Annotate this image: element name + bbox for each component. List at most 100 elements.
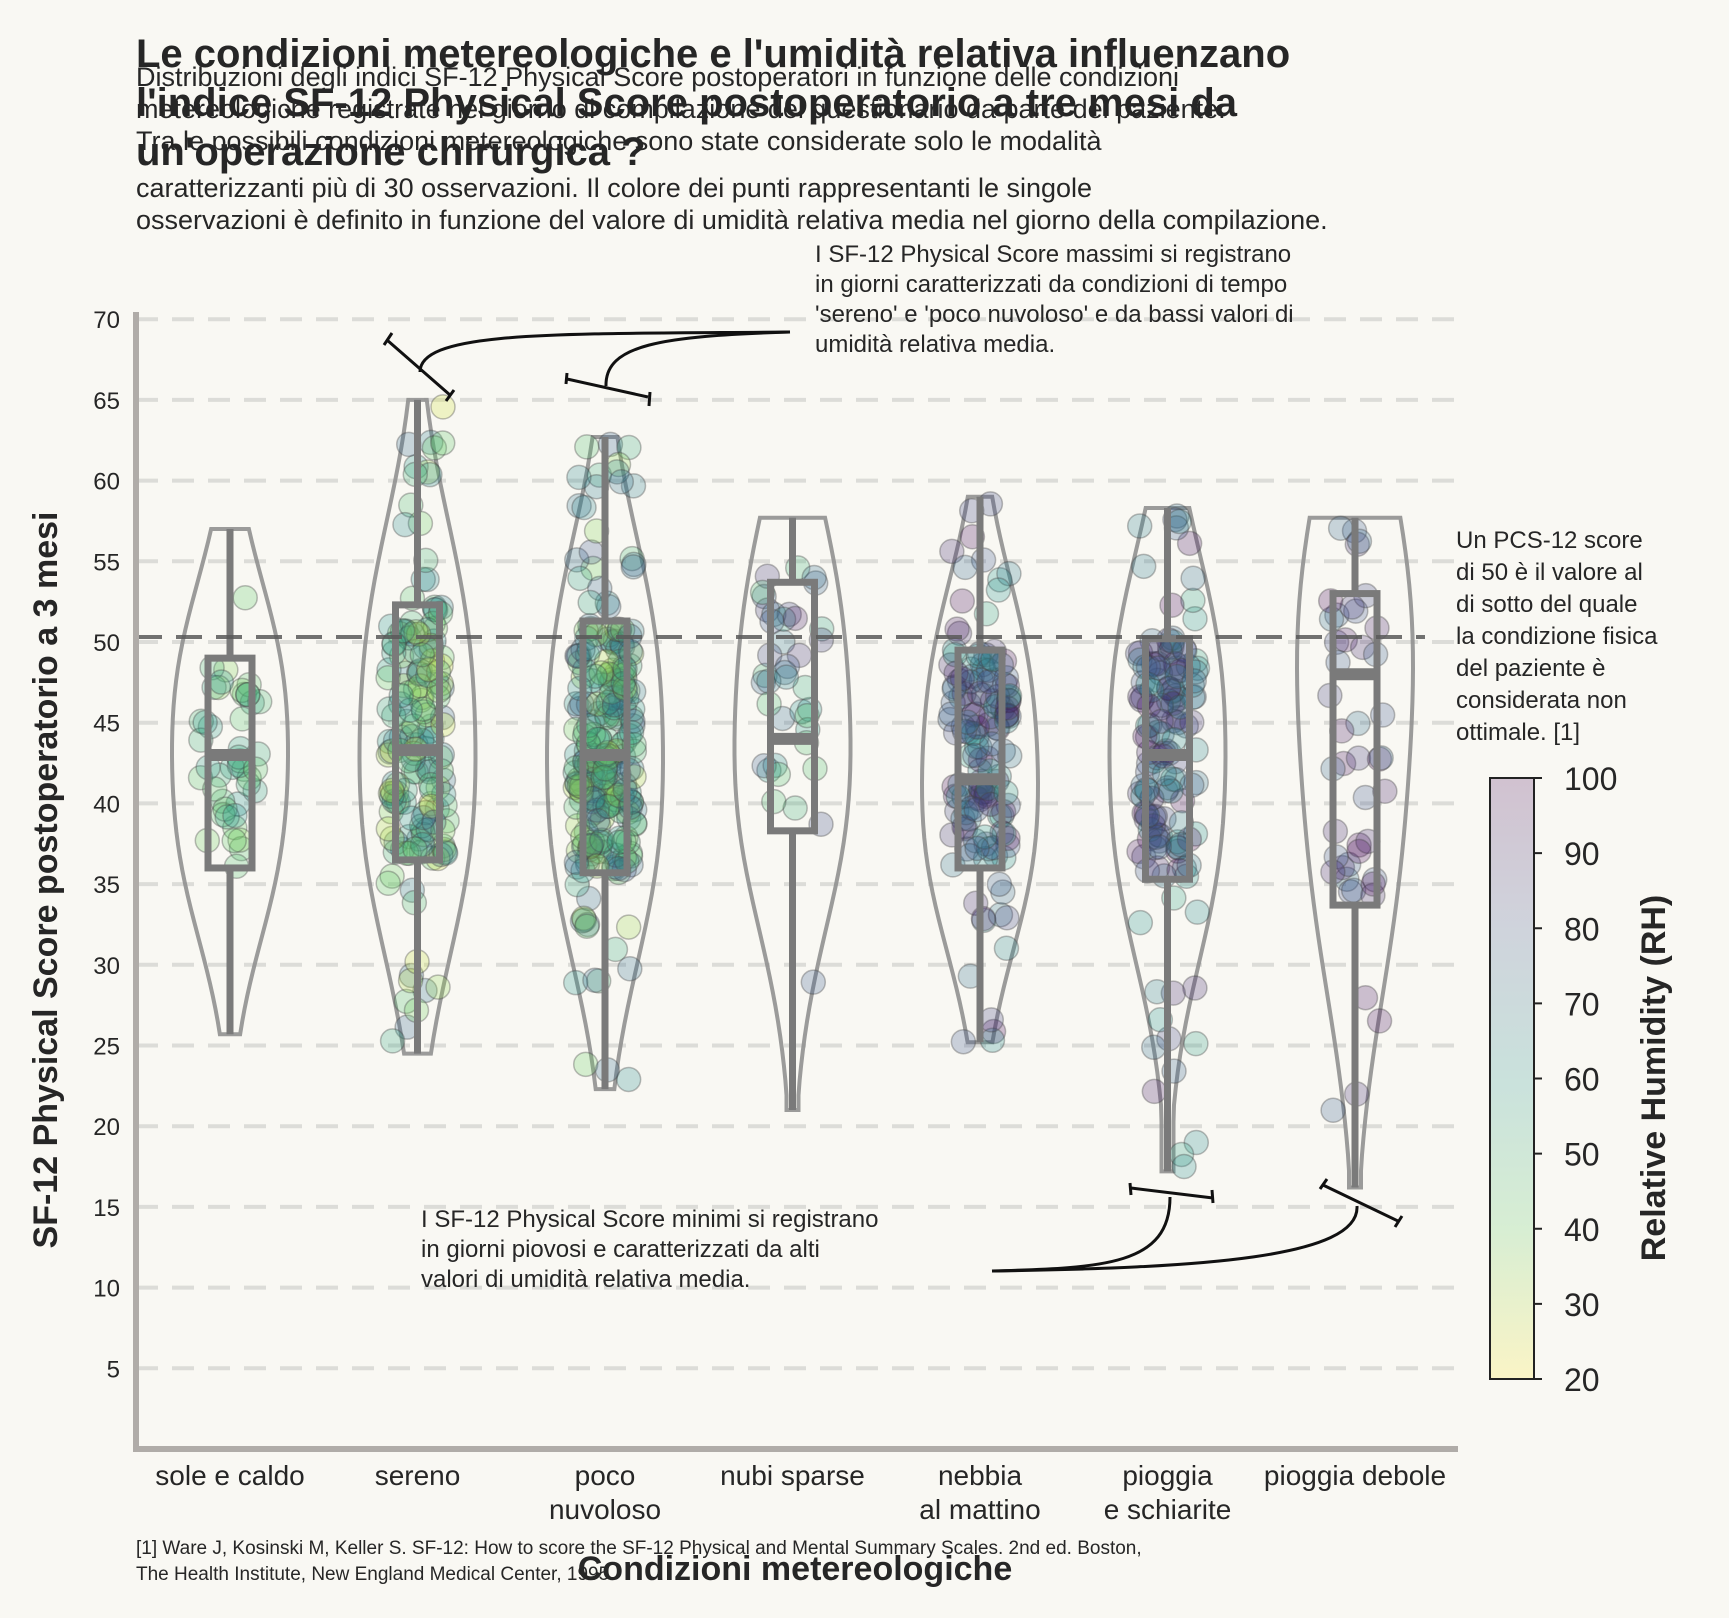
observation-point	[619, 545, 645, 572]
chart-subtitle: Distribuzioni degli indici SF-12 Physica…	[136, 62, 1328, 235]
x-tick-label: pioggia debole	[1264, 1460, 1446, 1491]
y-tick-label: 55	[93, 549, 120, 576]
observation-point	[970, 682, 997, 708]
observation-point	[1154, 774, 1181, 801]
observation-point	[588, 660, 614, 686]
colorbar	[1490, 778, 1534, 1379]
observation-point	[425, 974, 451, 1000]
colorbar-tick-label: 60	[1564, 1062, 1600, 1098]
observation-point	[590, 764, 617, 791]
observation-point	[208, 669, 235, 695]
observation-point	[406, 659, 432, 686]
y-tick-label: 30	[93, 953, 120, 980]
y-axis-label: SF-12 Physical Score postoperatorio a 3 …	[27, 512, 65, 1249]
box-iqr	[579, 617, 631, 877]
observation-point	[1346, 528, 1373, 555]
observation-point	[1126, 513, 1153, 539]
observation-point	[618, 719, 645, 746]
observation-point	[620, 554, 646, 580]
observation-point	[429, 430, 456, 456]
observation-point	[985, 577, 1012, 603]
observation-point	[407, 673, 433, 699]
annotation-bottom-bracket-pioggia-debole	[1318, 1178, 1404, 1228]
observation-point	[567, 565, 593, 592]
observation-point	[592, 692, 619, 718]
observation-point	[1148, 692, 1175, 718]
x-tick-label-line: nuvoloso	[549, 1494, 661, 1525]
box-iqr	[392, 601, 443, 864]
observation-point	[232, 585, 258, 611]
observation-point	[800, 969, 827, 995]
observation-point	[392, 511, 418, 538]
colorbar-tick-label: 50	[1564, 1137, 1600, 1173]
observation-point	[571, 905, 597, 932]
observation-point	[411, 699, 437, 725]
observation-point	[964, 723, 990, 750]
observation-point	[589, 766, 616, 793]
annotation-threshold-line: Un PCS-12 score	[1456, 527, 1643, 554]
colorbar-tick-label: 80	[1564, 911, 1600, 947]
x-tick-label-line: al mattino	[919, 1494, 1040, 1525]
observation-point	[1181, 668, 1207, 694]
annotation-bottom: I SF-12 Physical Score minimi si registr…	[421, 1206, 885, 1293]
observation-point	[574, 434, 600, 460]
x-tick-label: nebbia al mattino	[919, 1460, 1040, 1525]
violin-outline	[919, 494, 1041, 1045]
observation-point	[407, 658, 433, 684]
observation-point	[221, 827, 247, 854]
annotation-top-bracket-poco	[564, 372, 652, 407]
colorbar-tick-label: 70	[1564, 986, 1600, 1022]
y-tick-label: 15	[93, 1195, 120, 1222]
observation-point	[589, 827, 615, 853]
observation-point	[1159, 766, 1186, 792]
observation-point	[592, 764, 618, 790]
annotation-bottom-arrows	[991, 1178, 1404, 1273]
observation-point	[597, 670, 624, 696]
observation-point	[566, 492, 592, 519]
observation-point	[222, 814, 248, 841]
y-tick-label: 10	[93, 1276, 120, 1303]
observation-point	[1153, 777, 1179, 804]
observation-point	[408, 813, 435, 839]
observation-point	[1159, 592, 1185, 618]
observation-point	[399, 621, 426, 647]
colorbar-tick-label: 20	[1564, 1362, 1600, 1398]
observation-point	[235, 681, 261, 708]
observation-point	[987, 901, 1014, 928]
observation-point	[774, 653, 801, 680]
observation-point	[212, 796, 238, 822]
observation-point	[1183, 1030, 1209, 1057]
observation-point	[564, 547, 590, 573]
observation-point	[939, 538, 965, 565]
observation-point	[1345, 745, 1372, 771]
x-tick-label-line: pioggia	[1122, 1460, 1213, 1491]
observation-point	[782, 795, 808, 821]
y-tick-label: 50	[93, 630, 120, 657]
observation-point	[401, 713, 427, 739]
observation-point	[410, 821, 437, 848]
observation-point	[585, 812, 612, 839]
observation-point	[963, 701, 990, 727]
colorbar-label: Relative Humidity (RH)	[1635, 895, 1673, 1262]
observation-point	[615, 914, 642, 940]
observation-point	[961, 742, 988, 769]
chart-title-line: Le condizioni metereologiche e l'umidità…	[136, 32, 1290, 76]
observation-point	[1160, 708, 1187, 734]
observation-point	[963, 796, 989, 823]
observation-point	[986, 871, 1013, 897]
annotation-bottom-line: I SF-12 Physical Score minimi si registr…	[421, 1206, 878, 1233]
observation-point	[963, 734, 990, 760]
observation-point	[1151, 805, 1177, 832]
violin-outline	[732, 515, 853, 1113]
y-tick-label: 40	[93, 791, 120, 818]
observation-point	[572, 1051, 599, 1078]
observation-point	[773, 664, 800, 690]
annotation-bottom-connector-pioggia-debole	[991, 1205, 1359, 1273]
observation-point	[1151, 760, 1178, 787]
x-tick-label-line: nebbia	[938, 1460, 1023, 1491]
observation-point	[1339, 594, 1365, 620]
observation-point	[1130, 553, 1157, 580]
colorbar-tick-label: 90	[1564, 836, 1600, 872]
x-tick-label-line: poco	[575, 1460, 636, 1491]
